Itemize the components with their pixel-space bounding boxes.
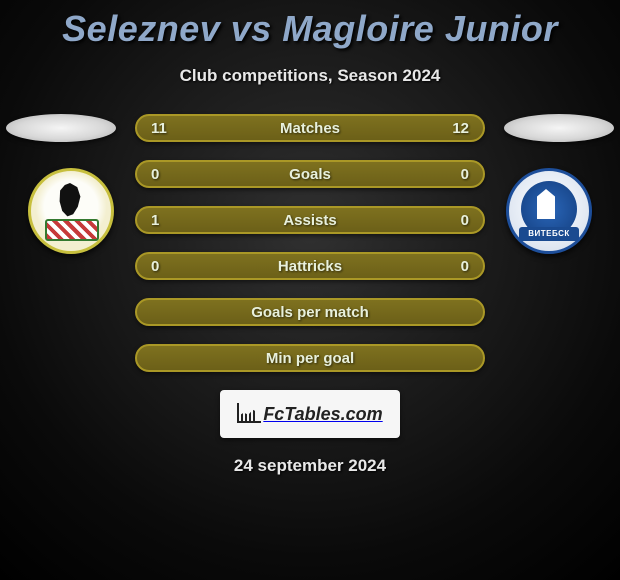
stat-row-hattricks: 0 Hattricks 0 — [135, 252, 485, 280]
club-badge-right-ribbon: ВИТЕБСК — [519, 227, 579, 241]
stat-right-value: 0 — [461, 166, 469, 183]
stat-left-value: 1 — [151, 212, 159, 229]
brand-text: FcTables.com — [263, 404, 382, 425]
stat-row-goals-per-match: Goals per match — [135, 298, 485, 326]
stat-left-value: 0 — [151, 166, 159, 183]
stat-row-assists: 1 Assists 0 — [135, 206, 485, 234]
stat-row-goals: 0 Goals 0 — [135, 160, 485, 188]
stat-right-value: 12 — [452, 120, 469, 137]
stat-row-min-per-goal: Min per goal — [135, 344, 485, 372]
brand-chart-icon — [237, 405, 259, 423]
page-title: Seleznev vs Magloire Junior — [0, 0, 620, 50]
club-badge-left — [28, 168, 114, 254]
player-left-oval — [6, 114, 116, 142]
stat-label: Goals per match — [251, 304, 369, 321]
stat-label: Hattricks — [278, 258, 342, 275]
stat-left-value: 11 — [151, 120, 167, 137]
stat-right-value: 0 — [461, 212, 469, 229]
stats-stack: 11 Matches 12 0 Goals 0 1 Assists 0 0 Ha… — [135, 114, 485, 372]
stat-label: Goals — [289, 166, 331, 183]
stat-row-matches: 11 Matches 12 — [135, 114, 485, 142]
club-badge-right: ВИТЕБСК — [506, 168, 592, 254]
stat-label: Matches — [280, 120, 340, 137]
brand-link[interactable]: FcTables.com — [220, 390, 400, 438]
stat-label: Assists — [283, 212, 336, 229]
stat-label: Min per goal — [266, 350, 354, 367]
stat-right-value: 0 — [461, 258, 469, 275]
subtitle: Club competitions, Season 2024 — [0, 66, 620, 86]
stat-left-value: 0 — [151, 258, 159, 275]
player-right-oval — [504, 114, 614, 142]
comparison-arena: ВИТЕБСК 11 Matches 12 0 Goals 0 1 Assist… — [0, 114, 620, 372]
date-label: 24 september 2024 — [0, 456, 620, 476]
